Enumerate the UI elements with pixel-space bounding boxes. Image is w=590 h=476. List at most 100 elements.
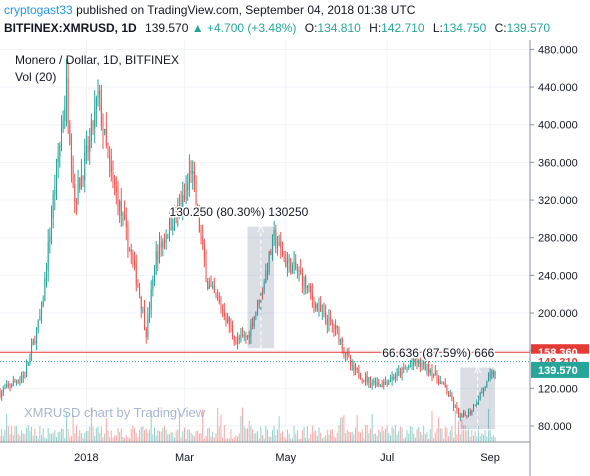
price-chart[interactable]: XMRUSD chart by TradingView 130.250 (80.… — [0, 40, 590, 476]
candle-body[interactable] — [7, 384, 9, 386]
candle-body[interactable] — [104, 128, 106, 133]
candle-body[interactable] — [2, 389, 4, 392]
candle-body[interactable] — [198, 209, 200, 232]
candle-body[interactable] — [72, 166, 74, 185]
candle-body[interactable] — [285, 257, 287, 267]
candle-body[interactable] — [165, 237, 167, 243]
candle-body[interactable] — [345, 352, 347, 356]
candle-body[interactable] — [398, 371, 400, 373]
candle-body[interactable] — [438, 378, 440, 384]
candle-body[interactable] — [137, 284, 139, 287]
candle-body[interactable] — [451, 395, 453, 401]
candle-body[interactable] — [439, 381, 441, 384]
candles[interactable] — [0, 58, 496, 422]
candle-body[interactable] — [182, 195, 184, 210]
candle-body[interactable] — [124, 214, 126, 220]
candle-body[interactable] — [414, 358, 416, 362]
candle-body[interactable] — [393, 376, 395, 380]
candle-body[interactable] — [19, 379, 21, 383]
candle-body[interactable] — [205, 259, 207, 282]
candle-body[interactable] — [360, 377, 362, 380]
candle-body[interactable] — [454, 406, 456, 408]
candle-body[interactable] — [411, 364, 413, 366]
candle-body[interactable] — [70, 144, 72, 167]
candle-body[interactable] — [44, 277, 46, 302]
candle-body[interactable] — [235, 341, 237, 343]
candle-body[interactable] — [178, 205, 180, 207]
candle-body[interactable] — [426, 363, 428, 371]
candle-body[interactable] — [212, 286, 214, 288]
candle-body[interactable] — [227, 317, 229, 322]
candle-body[interactable] — [263, 283, 265, 293]
candle-body[interactable] — [94, 108, 96, 129]
candle-body[interactable] — [29, 354, 31, 363]
candle-body[interactable] — [316, 303, 318, 311]
candle-body[interactable] — [54, 190, 56, 196]
candle-body[interactable] — [265, 271, 267, 284]
candle-body[interactable] — [41, 306, 43, 318]
candle-body[interactable] — [134, 260, 136, 264]
candle-body[interactable] — [326, 318, 328, 326]
candle-body[interactable] — [308, 285, 310, 287]
candle-body[interactable] — [481, 392, 483, 394]
candle-body[interactable] — [170, 219, 172, 230]
candle-body[interactable] — [26, 365, 28, 377]
candle-body[interactable] — [436, 371, 438, 379]
candle-body[interactable] — [242, 334, 244, 336]
candle-body[interactable] — [424, 361, 426, 371]
candle-body[interactable] — [245, 335, 247, 338]
candle-body[interactable] — [80, 175, 82, 189]
candle-body[interactable] — [62, 120, 64, 130]
candle-body[interactable] — [468, 411, 470, 418]
candle-body[interactable] — [247, 335, 249, 338]
candle-body[interactable] — [233, 335, 235, 342]
candle-body[interactable] — [315, 303, 317, 308]
candle-body[interactable] — [298, 270, 300, 272]
candle-body[interactable] — [180, 205, 182, 210]
candle-body[interactable] — [484, 387, 486, 389]
candle-body[interactable] — [463, 413, 465, 417]
candle-body[interactable] — [75, 201, 77, 204]
candle-body[interactable] — [489, 373, 491, 378]
candle-body[interactable] — [331, 320, 333, 325]
candle-body[interactable] — [89, 139, 91, 153]
candle-body[interactable] — [303, 276, 305, 286]
candle-body[interactable] — [167, 236, 169, 238]
candle-body[interactable] — [220, 302, 222, 310]
candle-body[interactable] — [473, 405, 475, 411]
candle-body[interactable] — [306, 286, 308, 288]
candle-body[interactable] — [213, 286, 215, 294]
candle-body[interactable] — [328, 316, 330, 326]
candle-body[interactable] — [21, 377, 23, 380]
candle-body[interactable] — [172, 226, 174, 230]
candle-body[interactable] — [67, 77, 69, 123]
candle-body[interactable] — [313, 299, 315, 308]
candle-body[interactable] — [46, 270, 48, 278]
candle-body[interactable] — [192, 171, 194, 174]
candle-body[interactable] — [39, 317, 41, 321]
candle-body[interactable] — [418, 360, 420, 364]
candle-body[interactable] — [100, 96, 102, 127]
candle-body[interactable] — [110, 164, 112, 173]
candle-body[interactable] — [248, 335, 250, 337]
candle-body[interactable] — [266, 271, 268, 273]
candle-body[interactable] — [257, 300, 259, 312]
candle-body[interactable] — [288, 258, 290, 262]
candle-body[interactable] — [59, 144, 61, 157]
candle-body[interactable] — [429, 370, 431, 373]
candle-body[interactable] — [449, 395, 451, 397]
candle-body[interactable] — [150, 288, 152, 311]
candle-body[interactable] — [394, 377, 396, 380]
candle-body[interactable] — [125, 219, 127, 228]
candle-body[interactable] — [49, 237, 51, 243]
candle-body[interactable] — [187, 183, 189, 191]
candle-body[interactable] — [79, 178, 81, 189]
candle-body[interactable] — [112, 172, 114, 179]
candle-body[interactable] — [361, 379, 363, 381]
candle-body[interactable] — [366, 375, 368, 383]
candle-body[interactable] — [338, 328, 340, 342]
candle-body[interactable] — [17, 381, 19, 383]
candle-body[interactable] — [270, 251, 272, 255]
candle-body[interactable] — [409, 365, 411, 367]
candle-body[interactable] — [355, 367, 357, 371]
